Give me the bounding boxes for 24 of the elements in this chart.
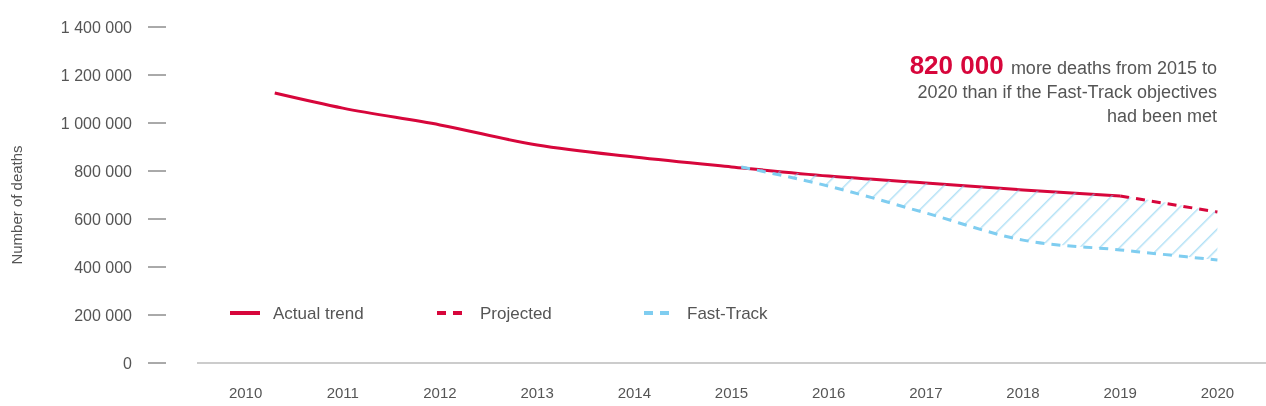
x-tick-label: 2019 (1103, 384, 1137, 401)
y-tick-label: 200 000 (74, 306, 133, 324)
x-tick-label: 2018 (1006, 384, 1040, 401)
y-tick-label: 400 000 (74, 258, 133, 276)
legend-label: Fast-Track (687, 303, 769, 323)
y-tick-label: 1 200 000 (60, 66, 133, 84)
x-tick-label: 2014 (617, 384, 652, 401)
legend-label: Projected (480, 303, 552, 323)
x-tick-label: 2015 (714, 384, 749, 401)
x-tick-label: 2017 (909, 384, 943, 401)
x-tick-label: 2011 (326, 384, 359, 401)
x-tick-label: 2010 (228, 384, 263, 401)
y-tick-label: 1 400 000 (60, 18, 133, 36)
legend-label: Actual trend (273, 303, 364, 323)
x-tick-label: 2016 (811, 384, 846, 401)
y-tick-label: 600 000 (74, 210, 133, 228)
y-tick-label: 0 (123, 354, 133, 372)
annotation: 820 000 more deaths from 2015 to 2020 than if the Fast-Track objectives had been met (909, 50, 1217, 126)
y-axis-title: Number of deaths (8, 145, 25, 265)
x-tick-label: 2020 (1200, 384, 1235, 401)
y-tick-label: 800 000 (74, 162, 133, 180)
x-tick-label: 2013 (520, 384, 554, 401)
y-tick-label: 1 000 000 (60, 114, 133, 132)
x-tick-label: 2012 (423, 384, 457, 401)
